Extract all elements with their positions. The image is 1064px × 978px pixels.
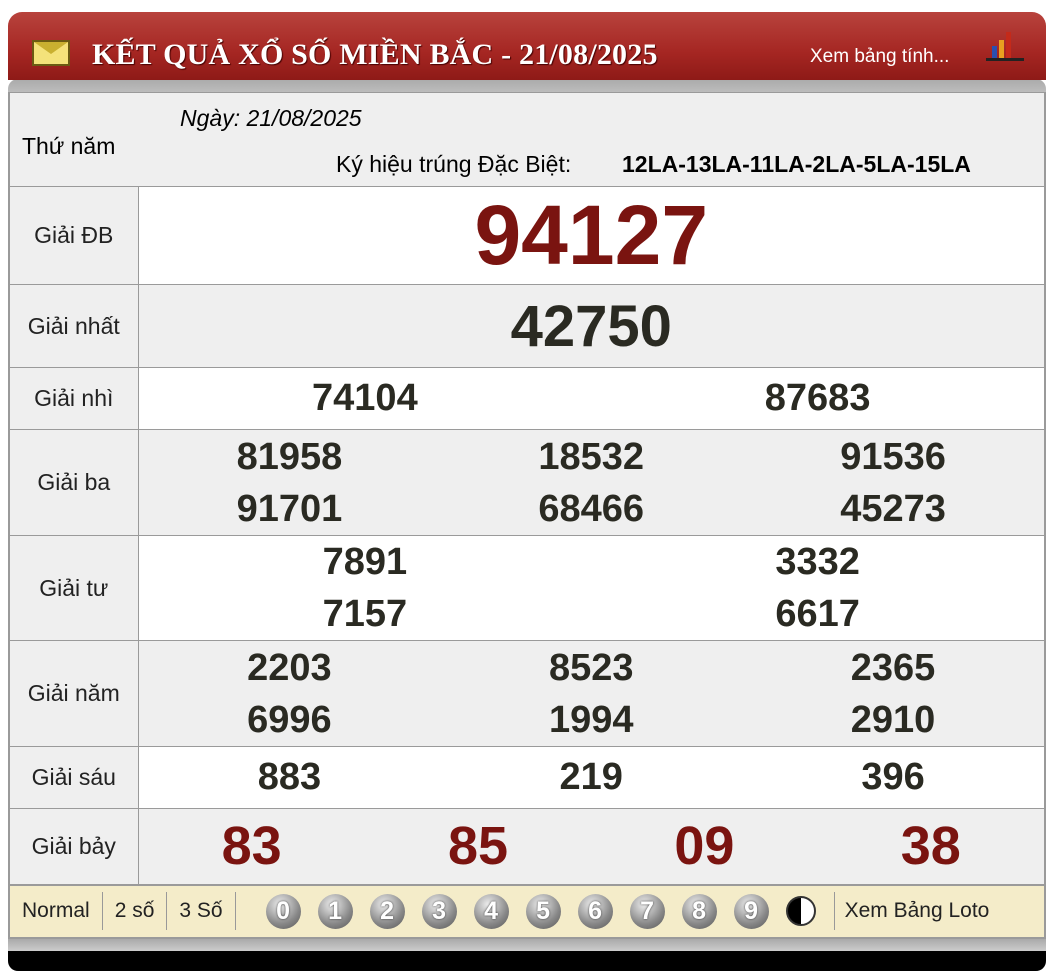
footer-toolbar: Normal 2 số 3 Số 0 1 2 3 4 5 6 7 8 9 Xem…	[8, 885, 1046, 939]
view-table-link[interactable]: Xem bảng tính...	[810, 46, 950, 67]
bar-chart-icon[interactable]	[986, 32, 1024, 62]
prize-number: 68466	[538, 487, 645, 530]
prize-number: 2910	[850, 698, 936, 741]
prize-number: 7891	[322, 541, 408, 583]
prize-number: 87683	[764, 377, 871, 419]
digit-ball[interactable]: 1	[317, 893, 353, 929]
prize-label: Giải bảy	[8, 808, 139, 885]
digit-ball[interactable]: 2	[369, 893, 405, 929]
prize-number: 38	[900, 816, 961, 877]
prize-number: 2365	[850, 646, 936, 689]
footer-bar	[8, 950, 1046, 971]
digit-ball[interactable]: 4	[473, 893, 509, 929]
prize-number: 45273	[840, 487, 946, 530]
prize-row-fourth: Giải tư 7891 3332 7157 6617	[8, 535, 1046, 641]
digit-ball[interactable]: 8	[681, 893, 717, 929]
prize-row-second: Giải nhì 74104 87683	[8, 367, 1046, 430]
prize-number: 396	[861, 756, 925, 798]
draw-date: Ngày: 21/08/2025	[180, 105, 362, 131]
prize-number: 09	[674, 816, 735, 877]
envelope-icon	[32, 40, 70, 66]
prize-number: 83	[221, 816, 282, 877]
results-table: Thứ năm Ngày: 21/08/2025 Ký hiệu trúng Đ…	[8, 92, 1046, 886]
prize-number: 1994	[548, 698, 634, 741]
prize-number: 883	[257, 756, 322, 798]
header-strip	[8, 79, 1046, 92]
digit-ball[interactable]: 3	[421, 893, 457, 929]
prize-label: Giải sáu	[8, 746, 139, 809]
mode-2-digits[interactable]: 2 số	[103, 892, 168, 930]
prize-row-first: Giải nhất 42750	[8, 284, 1046, 368]
prize-label: Giải nhì	[8, 367, 139, 430]
prize-number: 81958	[236, 435, 343, 478]
digit-ball[interactable]: 7	[629, 893, 665, 929]
results-panel: KẾT QUẢ XỔ SỐ MIỀN BẮC - 21/08/2025 Xem …	[8, 12, 1046, 971]
prize-number: 6996	[247, 698, 332, 741]
mode-3-digits[interactable]: 3 Số	[167, 892, 236, 930]
prize-label: Giải tư	[8, 535, 139, 641]
header: KẾT QUẢ XỔ SỐ MIỀN BẮC - 21/08/2025 Xem …	[8, 12, 1046, 80]
prize-number: 7157	[322, 593, 408, 635]
digit-ball[interactable]: 5	[525, 893, 561, 929]
prize-row-fifth: Giải năm 2203 8523 2365 6996 1994 2910	[8, 640, 1046, 747]
prize-number: 8523	[548, 646, 634, 689]
view-loto-link[interactable]: Xem Bảng Loto	[844, 899, 990, 922]
digit-ball[interactable]: 0	[265, 893, 301, 929]
prize-number: 74104	[312, 377, 418, 419]
prize-row-sixth: Giải sáu 883 219 396	[8, 746, 1046, 809]
prize-row-special: Giải ĐB 94127	[8, 186, 1046, 285]
prize-label: Giải ba	[8, 429, 139, 536]
prize-number: 91701	[236, 487, 343, 530]
prize-number: 2203	[247, 646, 332, 689]
prize-label: Giải nhất	[8, 284, 139, 368]
digit-ball[interactable]: 9	[733, 893, 769, 929]
prize-number: 42750	[510, 293, 672, 359]
prize-label: Giải ĐB	[8, 186, 139, 285]
prize-label: Giải năm	[8, 640, 139, 747]
digit-ball[interactable]: 6	[577, 893, 613, 929]
yin-yang-icon[interactable]	[785, 896, 816, 926]
prize-number: 3332	[775, 541, 860, 583]
prize-number: 219	[559, 756, 623, 798]
code-label: Ký hiệu trúng Đặc Biệt:	[336, 151, 572, 177]
page-title: KẾT QUẢ XỔ SỐ MIỀN BẮC - 21/08/2025	[92, 38, 658, 71]
special-code: 12LA-13LA-11LA-2LA-5LA-15LA	[622, 151, 971, 177]
footer-strip	[8, 938, 1046, 951]
special-number: 94127	[474, 188, 709, 282]
prize-number: 18532	[538, 435, 645, 478]
prize-number: 85	[448, 816, 509, 877]
digit-filter: 0 1 2 3 4 5 6 7 8 9	[236, 892, 835, 930]
prize-number: 91536	[840, 435, 946, 478]
prize-row-third: Giải ba 81958 18532 91536 91701 68466 45273	[8, 429, 1046, 536]
prize-number: 6617	[775, 593, 860, 635]
mode-normal[interactable]: Normal	[10, 892, 103, 930]
weekday: Thứ năm	[22, 133, 116, 159]
prize-row-seventh: Giải bảy 83 85 09 38	[8, 808, 1046, 885]
